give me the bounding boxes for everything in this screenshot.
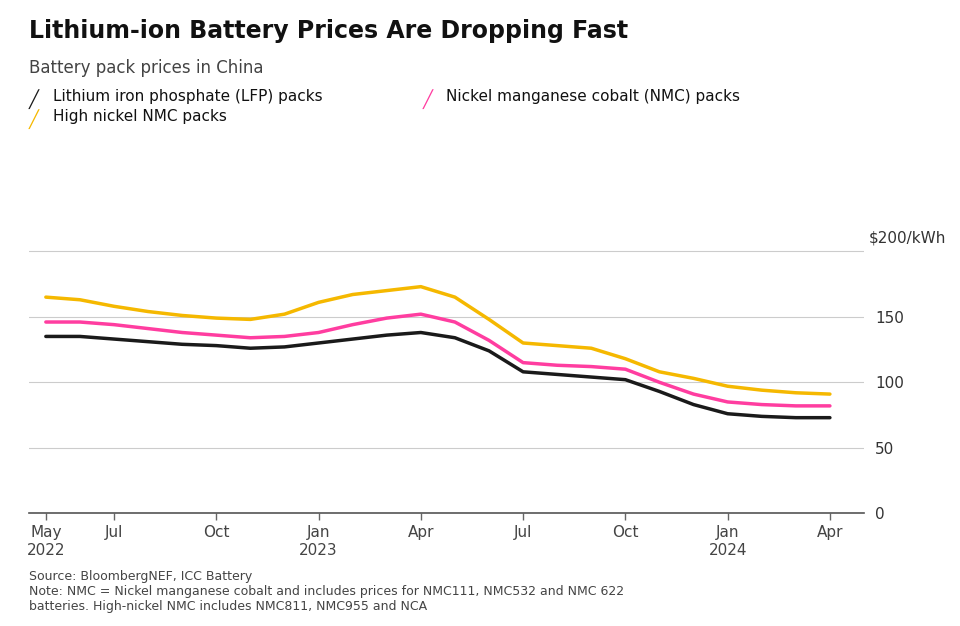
Text: Lithium-ion Battery Prices Are Dropping Fast: Lithium-ion Battery Prices Are Dropping … [29,19,628,43]
Text: High nickel NMC packs: High nickel NMC packs [53,109,227,124]
Text: Battery pack prices in China: Battery pack prices in China [29,59,263,78]
Text: ╱: ╱ [29,89,38,109]
Text: ╱: ╱ [29,109,38,129]
Text: Lithium iron phosphate (LFP) packs: Lithium iron phosphate (LFP) packs [53,89,323,104]
Text: Nickel manganese cobalt (NMC) packs: Nickel manganese cobalt (NMC) packs [446,89,740,104]
Text: Source: BloombergNEF, ICC Battery
Note: NMC = Nickel manganese cobalt and includ: Source: BloombergNEF, ICC Battery Note: … [29,570,624,613]
Text: $200/kWh: $200/kWh [869,230,947,245]
Text: ╱: ╱ [422,89,432,109]
